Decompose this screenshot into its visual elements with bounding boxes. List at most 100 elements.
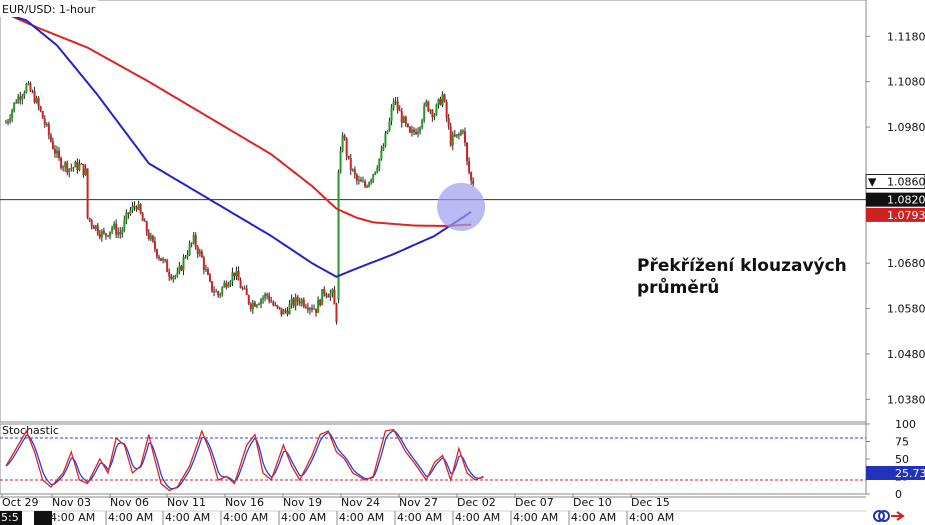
candle-body	[376, 168, 379, 172]
candle-body	[45, 123, 48, 125]
candle-body	[223, 282, 226, 288]
candle-body	[321, 289, 324, 306]
price-badge-bg	[866, 192, 925, 207]
candle-body	[441, 94, 444, 105]
candle-body	[47, 123, 50, 136]
time-label: 4:00 AM	[339, 511, 384, 524]
candle-body	[170, 276, 173, 279]
candle-body	[323, 289, 326, 294]
candle-body	[107, 235, 109, 237]
stochastic-tick-label: 75	[895, 436, 909, 449]
date-label: Nov 19	[283, 496, 322, 509]
candle-body	[60, 158, 63, 169]
candle-body	[443, 94, 446, 102]
candle-body	[100, 230, 103, 238]
candle-body	[155, 249, 158, 257]
candle-body	[49, 135, 52, 142]
candle-body	[168, 272, 171, 277]
candle-body	[39, 106, 42, 112]
candle-body	[13, 102, 16, 110]
candle-body	[5, 122, 7, 124]
date-label: Nov 03	[52, 496, 91, 509]
candle-body	[172, 276, 175, 279]
candle-body	[335, 304, 338, 322]
candle-body	[325, 293, 328, 297]
annotation-line-1: Překřížení klouzavých	[637, 256, 847, 276]
candle-body	[402, 116, 405, 123]
candle-body	[206, 269, 209, 275]
candle-body	[109, 231, 112, 237]
candle-body	[180, 265, 183, 271]
candle-body	[317, 299, 320, 313]
candle-body	[327, 296, 330, 298]
candle-body	[15, 102, 18, 104]
price-tick-label: 1.0980	[887, 121, 925, 134]
time-label: 4:00 AM	[108, 511, 153, 524]
candle-body	[364, 181, 367, 187]
candle-body	[390, 107, 393, 121]
candle-body	[472, 180, 475, 184]
candle-body	[233, 272, 236, 277]
candle-body	[82, 163, 85, 176]
candle-body	[274, 305, 277, 307]
candle-body	[306, 307, 309, 310]
candle-body	[449, 126, 452, 146]
time-cursor-badge-bg	[0, 511, 22, 525]
stochastic-value-badge-bg	[866, 465, 925, 480]
candle-body	[421, 120, 424, 128]
price-tick-label: 1.0680	[887, 257, 925, 270]
candle-body	[92, 225, 95, 229]
candle-body	[276, 305, 279, 308]
annotation-line-2: průměrů	[637, 276, 719, 298]
candle-body	[184, 256, 187, 258]
candle-body	[415, 131, 418, 135]
candle-body	[31, 91, 34, 93]
candle-body	[11, 109, 14, 119]
candle-body	[264, 294, 267, 298]
stochastic-d-line	[5, 430, 484, 490]
candle-body	[272, 302, 275, 306]
candle-body	[239, 280, 242, 289]
candle-body	[88, 217, 91, 221]
candle-body	[447, 117, 450, 127]
candle-body	[457, 134, 460, 136]
date-label: Nov 16	[225, 496, 264, 509]
candle-body	[53, 148, 56, 154]
candle-body	[76, 161, 79, 171]
date-label: Dec 02	[457, 496, 496, 509]
candle-body	[427, 101, 430, 112]
price-badge-label: 1.0793	[887, 209, 925, 222]
candle-body	[410, 129, 413, 133]
candle-body	[368, 182, 371, 187]
time-label: 4:00 AM	[513, 511, 558, 524]
candle-body	[182, 257, 185, 271]
price-badge-bg	[866, 207, 925, 222]
candle-body	[353, 169, 356, 175]
candle-body	[300, 299, 303, 304]
candle-body	[347, 155, 350, 159]
candle-body	[104, 233, 107, 236]
candle-body	[349, 158, 352, 171]
candle-body	[266, 294, 269, 296]
candle-body	[147, 232, 150, 240]
candle-body	[435, 104, 438, 116]
candles	[5, 81, 475, 325]
share-icon[interactable]	[891, 511, 905, 521]
refresh-icon[interactable]	[873, 510, 890, 522]
candle-body	[451, 134, 454, 146]
candle-body	[453, 134, 456, 137]
time-label: 4:00 AM	[281, 511, 326, 524]
stochastic-value-label: 25.73	[895, 467, 925, 480]
candle-body	[219, 293, 222, 296]
candle-body	[98, 233, 101, 238]
date-label: Dec 15	[631, 496, 670, 509]
candle-body	[176, 272, 179, 276]
candle-body	[406, 123, 409, 127]
candle-body	[396, 101, 399, 111]
candle-body	[461, 130, 464, 132]
candle-body	[151, 235, 154, 242]
date-label: Dec 07	[515, 496, 554, 509]
candle-body	[304, 306, 307, 308]
candle-body	[286, 310, 289, 315]
